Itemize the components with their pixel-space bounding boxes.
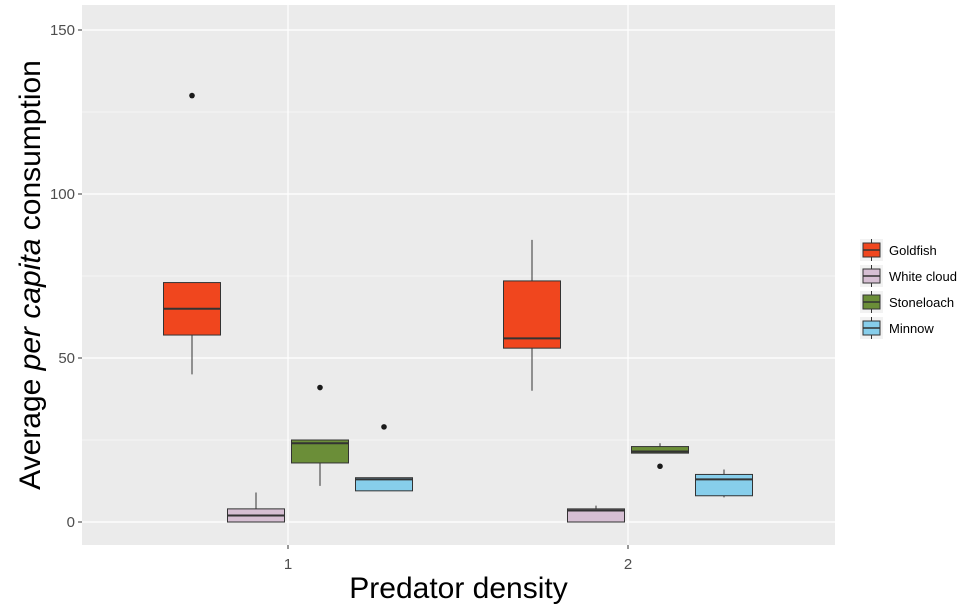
y-tick-label: 100	[50, 186, 75, 203]
x-axis-title: Predator density	[349, 572, 567, 605]
legend: Goldfish White cloud Stoneloach Minnow	[860, 239, 957, 339]
box-stoneloach-1	[291, 384, 349, 486]
box-iqr	[695, 473, 753, 497]
box-white-cloud-2	[567, 505, 625, 523]
major-gridlines	[82, 5, 835, 545]
y-axis-ticks: 0 50 100 150	[50, 22, 82, 531]
legend-item-stoneloach: Stoneloach	[860, 291, 954, 313]
x-tick-label: 1	[284, 556, 292, 573]
y-axis-title: Average per capita consumption	[14, 60, 47, 490]
box-iqr	[567, 508, 625, 523]
legend-label: Goldfish	[889, 243, 937, 258]
outlier-point	[381, 424, 387, 430]
box-minnow-2	[695, 469, 753, 498]
box-stoneloach-2	[631, 443, 689, 470]
box-goldfish-2	[503, 239, 561, 391]
box-goldfish-1	[163, 92, 221, 375]
legend-item-goldfish: Goldfish	[860, 239, 937, 261]
box-minnow-1	[355, 424, 413, 492]
legend-label: White cloud	[889, 269, 957, 284]
y-axis-title-suffix: consumption	[14, 60, 47, 238]
minor-gridlines	[82, 111, 835, 441]
outlier-point	[189, 92, 195, 99]
boxplot-marks	[163, 92, 753, 523]
x-tick-label: 2	[624, 556, 632, 573]
y-axis-title-italic: per capita	[14, 239, 47, 372]
box-iqr	[503, 280, 561, 349]
legend-label: Minnow	[889, 321, 934, 336]
box-iqr	[631, 446, 689, 454]
outlier-point	[657, 463, 663, 470]
box-iqr	[291, 439, 349, 464]
y-tick-label: 0	[67, 514, 75, 531]
box-iqr	[355, 477, 413, 492]
plot-panel	[82, 5, 835, 545]
y-axis-title-prefix: Average	[14, 370, 47, 490]
y-tick-label: 50	[58, 350, 75, 367]
legend-label: Stoneloach	[889, 295, 954, 310]
outlier-point	[317, 384, 323, 391]
legend-item-white-cloud: White cloud	[860, 265, 957, 287]
box-white-cloud-1	[227, 492, 285, 523]
legend-item-minnow: Minnow	[860, 317, 934, 339]
y-tick-label: 150	[50, 22, 75, 39]
